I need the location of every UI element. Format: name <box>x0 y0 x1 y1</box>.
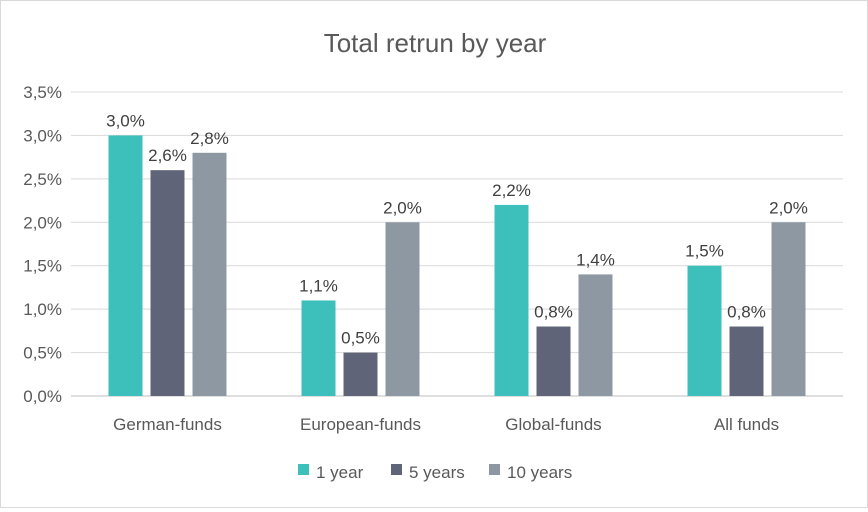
bar <box>729 326 764 396</box>
y-tick-label: 0,0% <box>23 387 62 406</box>
y-tick-label: 2,5% <box>23 170 62 189</box>
x-tick-label: German-funds <box>113 415 222 434</box>
data-label: 0,8% <box>534 303 573 322</box>
bar <box>385 222 420 396</box>
gridlines <box>71 91 843 397</box>
bar <box>494 204 529 396</box>
data-label: 1,5% <box>685 242 724 261</box>
bar <box>771 222 806 396</box>
y-tick-label: 3,0% <box>23 126 62 145</box>
bars <box>108 135 806 396</box>
chart-title: Total retrun by year <box>324 28 547 58</box>
data-label: 2,8% <box>190 129 229 148</box>
legend-swatch <box>489 464 500 475</box>
bar <box>301 300 336 396</box>
data-label: 0,5% <box>341 329 380 348</box>
legend-label: 1 year <box>316 463 364 482</box>
x-axis-tick-labels: German-funds European-funds Global-funds Al… <box>113 415 779 434</box>
data-label: 2,6% <box>148 146 187 165</box>
data-label: 0,8% <box>727 303 766 322</box>
legend-swatch <box>391 464 402 475</box>
data-labels: 3,0%2,6%2,8% 1,1% 0,5% 2,0% 2,2% 0,8% 1,4% 1,5%… <box>106 111 808 347</box>
y-axis-tick-labels: 0,0% 0,5% 1,0% 1,5% 2,0% 2,5% 3,0% 3,5% <box>23 83 62 406</box>
y-tick-label: 3,5% <box>23 83 62 102</box>
x-tick-label: European-funds <box>300 415 421 434</box>
x-tick-label: All funds <box>714 415 779 434</box>
bar <box>578 274 613 396</box>
legend-label: 10 years <box>507 463 572 482</box>
y-tick-label: 1,5% <box>23 257 62 276</box>
y-tick-label: 1,0% <box>23 300 62 319</box>
y-tick-label: 2,0% <box>23 213 62 232</box>
bar <box>536 326 571 396</box>
legend-label: 5 years <box>409 463 465 482</box>
x-tick-label: Global-funds <box>505 415 601 434</box>
bar <box>343 352 378 396</box>
data-label: 1,1% <box>299 276 338 295</box>
data-label: 3,0% <box>106 111 145 130</box>
bar <box>687 265 722 396</box>
legend-swatch <box>298 464 309 475</box>
data-label: 2,2% <box>492 181 531 200</box>
bar <box>150 170 185 396</box>
bar <box>108 135 143 396</box>
data-label: 2,0% <box>769 198 808 217</box>
data-label: 1,4% <box>576 250 615 269</box>
bar <box>192 152 227 396</box>
legend: 1 year 5 years 10 years <box>298 463 572 482</box>
data-label: 2,0% <box>383 198 422 217</box>
y-tick-label: 0,5% <box>23 344 62 363</box>
